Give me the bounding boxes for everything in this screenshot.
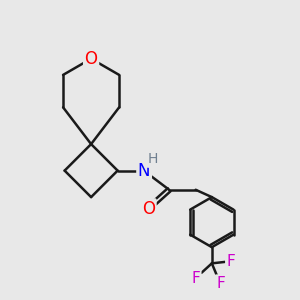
- Text: N: N: [138, 162, 150, 180]
- Text: O: O: [142, 200, 155, 218]
- Text: F: F: [191, 271, 200, 286]
- Text: F: F: [216, 276, 225, 291]
- Text: H: H: [148, 152, 158, 167]
- Text: O: O: [85, 50, 98, 68]
- Text: F: F: [226, 254, 235, 269]
